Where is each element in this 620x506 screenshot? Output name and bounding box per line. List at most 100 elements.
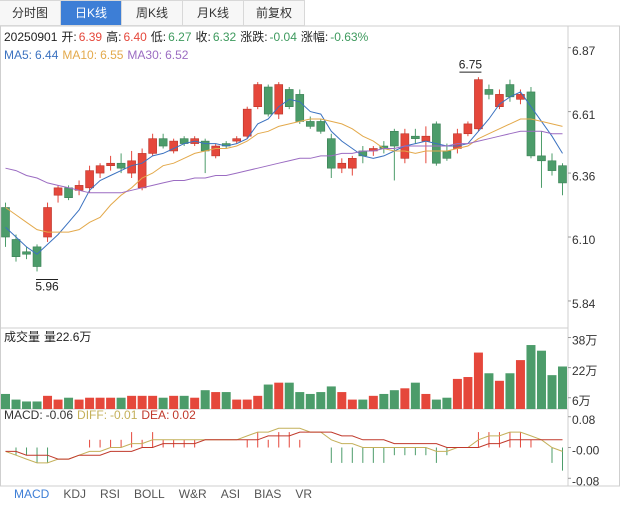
period-tabs: 分时图 日K线 周K线 月K线 前复权 [0, 0, 305, 26]
candle-body [53, 187, 63, 196]
y-tick-label: 5.84 [572, 297, 596, 311]
volume-bar [400, 388, 410, 409]
ma-legend-name: MA30: [127, 48, 163, 62]
ma-legend-value: 6.55 [100, 48, 124, 62]
period-tab[interactable]: 日K线 [61, 0, 122, 26]
volume-bar [95, 397, 105, 409]
indicator-tab[interactable]: BOLL [134, 487, 165, 501]
volume-bar [358, 399, 368, 409]
volume-bar [389, 390, 399, 409]
indicator-tab[interactable]: MACD [14, 487, 50, 501]
y-tick-label: 6.87 [572, 44, 596, 58]
volume-bar [274, 382, 284, 409]
quote-field-name: 开: [61, 30, 77, 44]
candle-body [169, 140, 178, 152]
candle-body [95, 165, 105, 174]
candle-body [1, 207, 10, 238]
indicator-tab[interactable]: VR [295, 487, 313, 501]
volume-bar [421, 393, 431, 409]
period-tab[interactable]: 分时图 [0, 0, 61, 26]
quote-field-name: 收: [195, 30, 211, 44]
macd-legend-item: DIFF: -0.01 [77, 408, 137, 422]
volume-bar [526, 345, 536, 409]
y-tick-label: 6.61 [572, 108, 596, 122]
candle-body [558, 165, 567, 184]
quote-date: 20250901 [4, 30, 58, 44]
volume-bar [200, 390, 210, 409]
macd-legend-item: MACD: -0.06 [4, 408, 73, 422]
candle-body [326, 138, 336, 169]
indicator-tab[interactable]: RSI [100, 487, 121, 501]
volume-bar [284, 382, 294, 409]
indicator-tab[interactable]: BIAS [254, 487, 282, 501]
quote-field-value: -0.63% [330, 30, 369, 44]
indicator-tab[interactable]: KDJ [63, 487, 87, 501]
candle-body [411, 135, 420, 139]
volume-bar [347, 399, 357, 409]
quote-field-value: 6.39 [78, 30, 103, 44]
ma-legend-value: 6.52 [165, 48, 189, 62]
volume-bar [11, 399, 21, 409]
volume-bar [32, 401, 42, 409]
indicator-line [5, 118, 563, 233]
candle-body [148, 138, 157, 154]
candle-body [232, 138, 242, 142]
volume-bar [127, 395, 137, 409]
volume-bar [158, 397, 168, 409]
candle-body [495, 94, 504, 107]
period-tab[interactable]: 前复权 [244, 0, 305, 26]
candle-body [316, 121, 326, 132]
period-tab[interactable]: 月K线 [183, 0, 244, 26]
candle-body [137, 153, 147, 189]
candle-body [463, 123, 473, 135]
indicator-line [5, 130, 563, 194]
candle-body [537, 155, 546, 162]
y-tick-label: 6万 [572, 394, 591, 408]
quote-field-name: 涨幅: [300, 30, 329, 44]
volume-bar [431, 399, 441, 409]
candle-body [211, 145, 220, 157]
volume-bar [337, 392, 347, 409]
volume-bar [221, 392, 231, 409]
volume-bar [232, 399, 242, 409]
quote-field-name: 高: [106, 30, 122, 44]
candle-body [284, 89, 294, 107]
y-tick-label: 38万 [572, 334, 597, 348]
volume-bar [558, 366, 567, 409]
volume-bar [263, 384, 273, 409]
volume-current: 量22.6万 [44, 330, 92, 344]
volume-bar [442, 397, 452, 409]
indicator-tab[interactable]: W&R [178, 487, 207, 501]
candle-body [547, 160, 557, 171]
period-tab[interactable]: 周K线 [122, 0, 183, 26]
candle-body [11, 239, 21, 257]
quote-field-value: 6.32 [212, 30, 237, 44]
volume-bar [326, 386, 336, 409]
volume-bar [116, 397, 126, 409]
quote-field-value: 6.27 [168, 30, 192, 44]
candle-body [390, 130, 399, 147]
indicator-tab[interactable]: ASI [220, 487, 241, 501]
volume-bar [179, 395, 189, 409]
high-annotation: 6.75 [459, 57, 483, 71]
volume-bar [85, 397, 95, 409]
ma-legend-item: MA30: 6.52 [127, 48, 188, 62]
y-tick-label: 0.08 [572, 413, 596, 427]
volume-bar [211, 392, 221, 409]
volume-bar [505, 373, 515, 409]
volume-legend: 成交量 量22.6万 [4, 328, 95, 345]
volume-bar [463, 377, 473, 409]
candle-body [253, 84, 263, 107]
macd-legend-name: MACD: [4, 408, 43, 422]
quote-info: 20250901 开: 6.39 高: 6.40 低: 6.27 收: 6.32 涨跌: -0.04… [4, 28, 372, 45]
ma-legend-name: MA10: [62, 48, 98, 62]
volume-title: 成交量 [4, 330, 41, 344]
volume-bar [452, 378, 462, 409]
candle-body [43, 207, 52, 238]
volume-bar [43, 395, 53, 409]
macd-legend: MACD: -0.06 DIFF: -0.01 DEA: 0.02 [4, 408, 200, 422]
volume-bar [148, 395, 158, 409]
candle-body [127, 160, 136, 174]
ma-legend-item: MA5: 6.44 [4, 48, 58, 62]
